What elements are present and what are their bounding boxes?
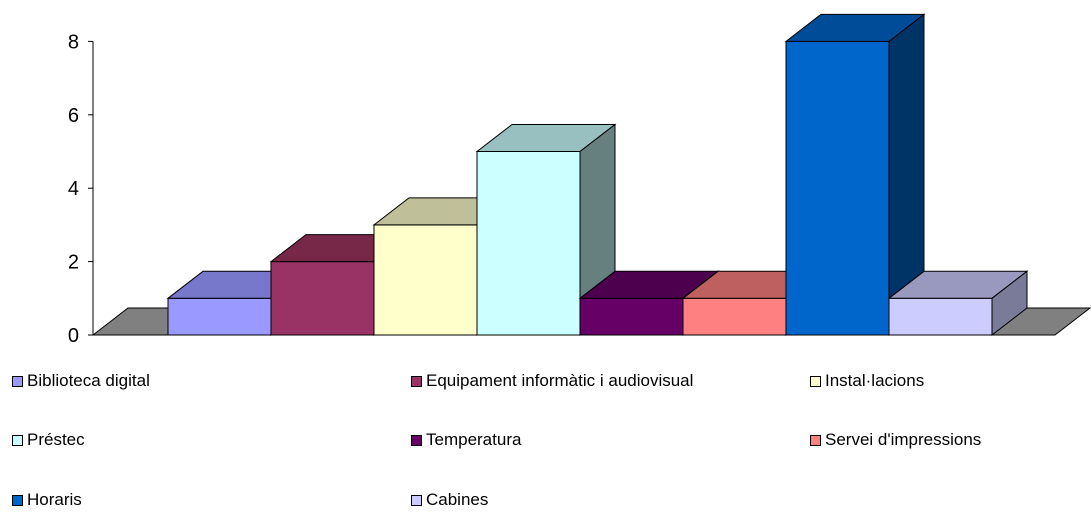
bar-5-front	[579, 297, 684, 336]
y-tick-label: 0	[68, 325, 79, 347]
bar-8-side	[991, 270, 1028, 337]
bar-7-front	[785, 40, 890, 336]
bar-1-front	[167, 297, 272, 336]
bar-4-front	[476, 151, 581, 336]
y-tick-label: 8	[68, 31, 79, 53]
y-tick-label: 4	[68, 178, 79, 200]
bar-6-front	[682, 297, 787, 336]
bar-2-front	[270, 261, 375, 336]
y-tick-label: 6	[68, 105, 79, 127]
bar-3-front	[373, 224, 478, 336]
y-tick-label: 2	[68, 252, 79, 274]
bar-8-front	[888, 297, 993, 336]
